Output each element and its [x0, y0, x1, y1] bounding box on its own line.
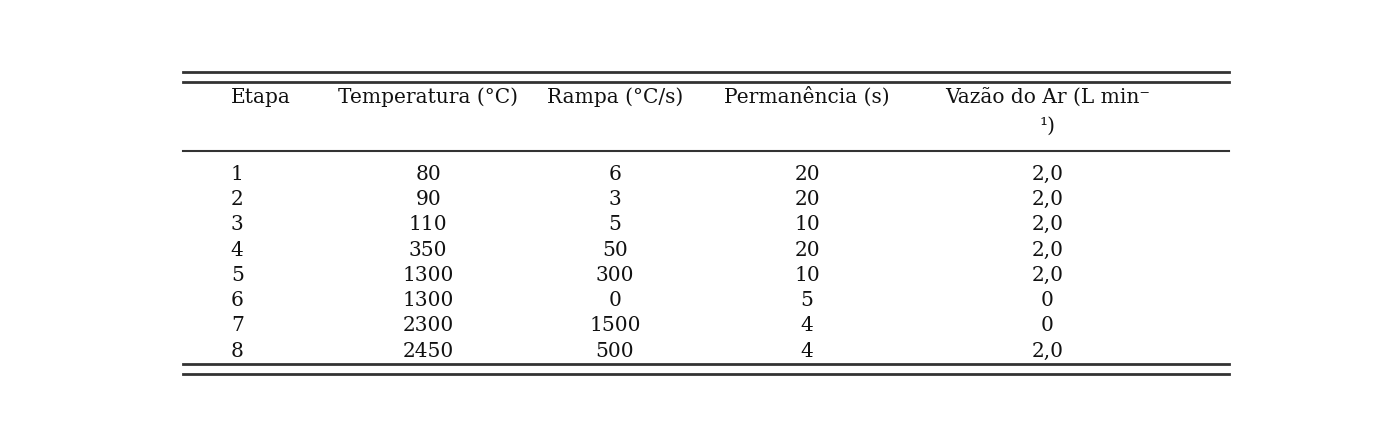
Text: 110: 110 — [409, 215, 448, 234]
Text: 6: 6 — [609, 164, 621, 184]
Text: Temperatura (°C): Temperatura (°C) — [339, 87, 518, 107]
Text: 10: 10 — [795, 266, 819, 285]
Text: 10: 10 — [795, 215, 819, 234]
Text: 20: 20 — [795, 164, 819, 184]
Text: 2,0: 2,0 — [1031, 266, 1063, 285]
Text: 2: 2 — [231, 190, 244, 209]
Text: 300: 300 — [596, 266, 635, 285]
Text: 4: 4 — [231, 241, 244, 259]
Text: 4: 4 — [800, 342, 814, 361]
Text: 6: 6 — [231, 291, 244, 310]
Text: ¹): ¹) — [1040, 117, 1055, 136]
Text: 90: 90 — [416, 190, 441, 209]
Text: 8: 8 — [231, 342, 244, 361]
Text: 500: 500 — [596, 342, 635, 361]
Text: 3: 3 — [609, 190, 621, 209]
Text: 1300: 1300 — [402, 291, 454, 310]
Text: 0: 0 — [1041, 291, 1053, 310]
Text: Vazão do Ar (L min⁻: Vazão do Ar (L min⁻ — [945, 87, 1150, 106]
Text: 2300: 2300 — [402, 317, 454, 335]
Text: 2,0: 2,0 — [1031, 215, 1063, 234]
Text: Permanência (s): Permanência (s) — [724, 87, 890, 107]
Text: 2,0: 2,0 — [1031, 190, 1063, 209]
Text: 2,0: 2,0 — [1031, 342, 1063, 361]
Text: 0: 0 — [609, 291, 621, 310]
Text: 1300: 1300 — [402, 266, 454, 285]
Text: 5: 5 — [800, 291, 814, 310]
Text: 2,0: 2,0 — [1031, 241, 1063, 259]
Text: 350: 350 — [409, 241, 448, 259]
Text: 20: 20 — [795, 190, 819, 209]
Text: 5: 5 — [609, 215, 621, 234]
Text: 5: 5 — [231, 266, 244, 285]
Text: 50: 50 — [602, 241, 628, 259]
Text: 20: 20 — [795, 241, 819, 259]
Text: 3: 3 — [231, 215, 244, 234]
Text: 1500: 1500 — [589, 317, 640, 335]
Text: 2450: 2450 — [402, 342, 454, 361]
Text: 7: 7 — [231, 317, 244, 335]
Text: Rampa (°C/s): Rampa (°C/s) — [547, 87, 683, 107]
Text: Etapa: Etapa — [231, 87, 291, 106]
Text: 4: 4 — [800, 317, 814, 335]
Text: 1: 1 — [231, 164, 244, 184]
Text: 80: 80 — [416, 164, 441, 184]
Text: 2,0: 2,0 — [1031, 164, 1063, 184]
Text: 0: 0 — [1041, 317, 1053, 335]
